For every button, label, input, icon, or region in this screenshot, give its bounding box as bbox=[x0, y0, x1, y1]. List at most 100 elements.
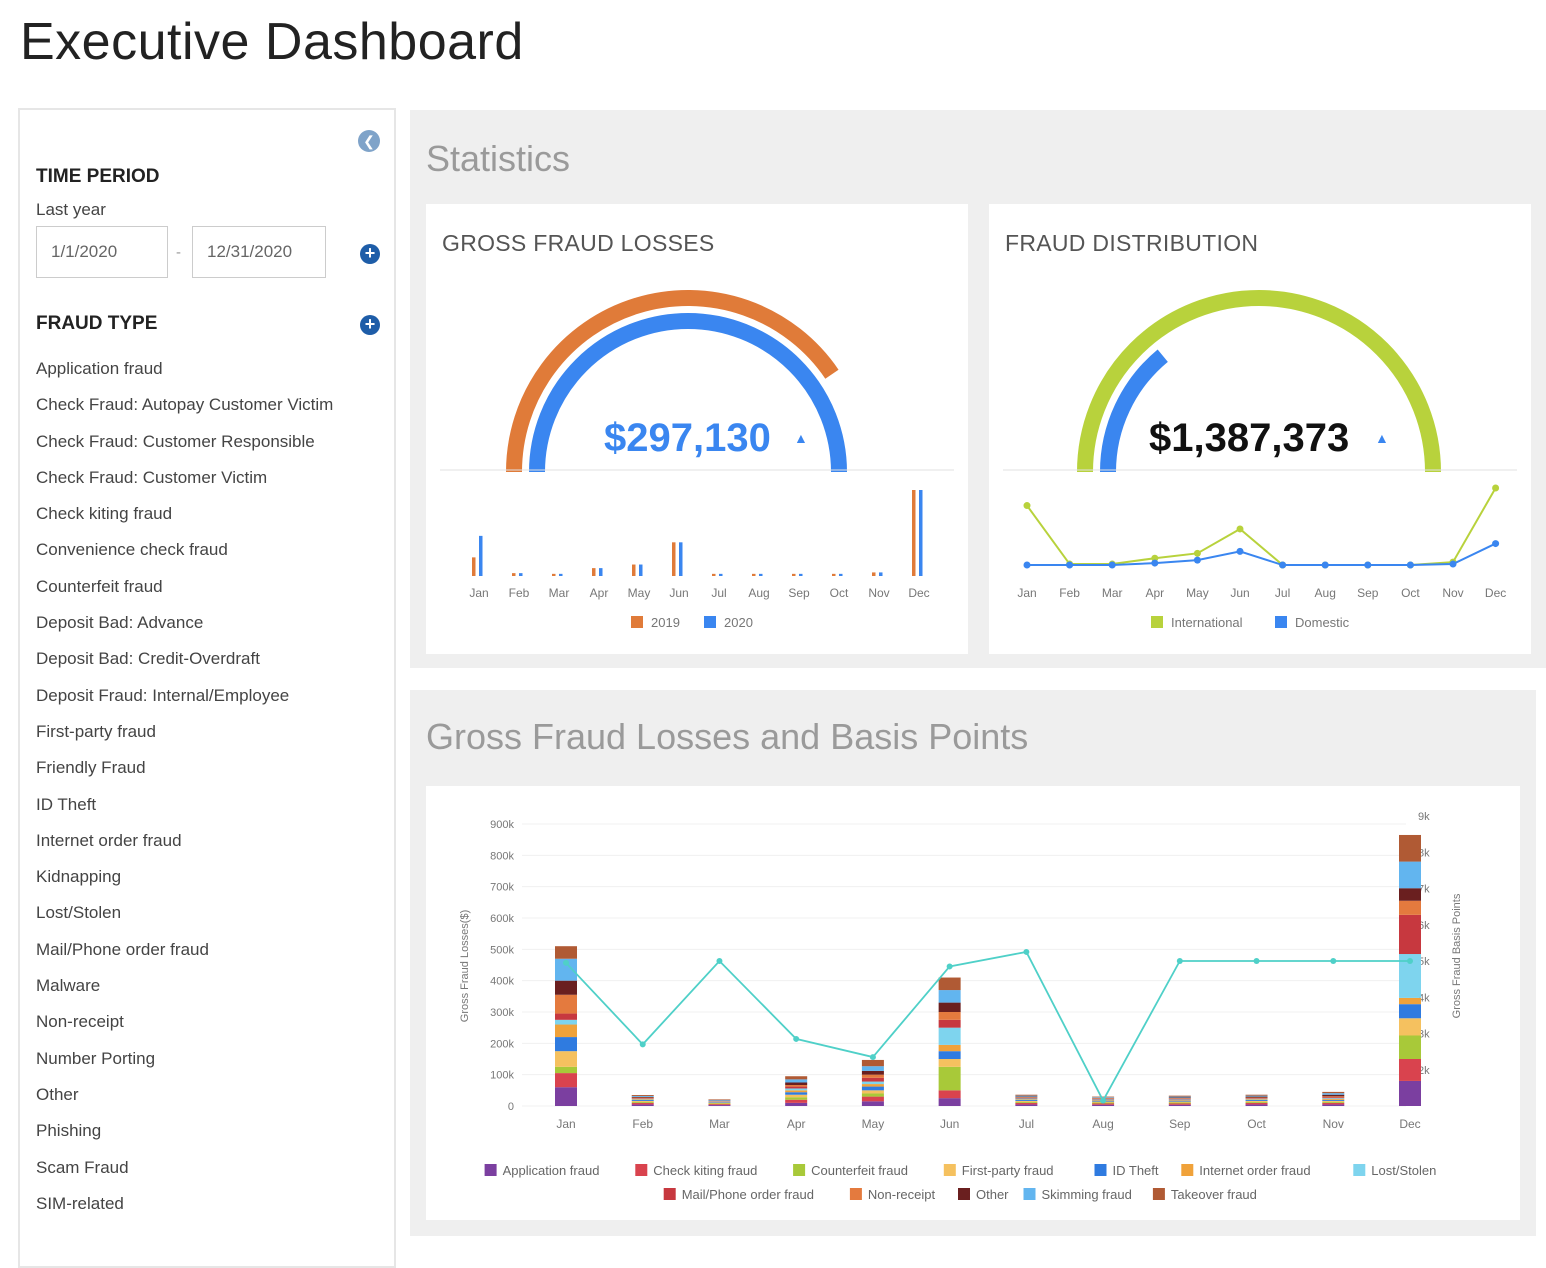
legend-swatch bbox=[1151, 616, 1163, 628]
stack-segment bbox=[1399, 1036, 1421, 1060]
legend-swatch bbox=[1095, 1164, 1107, 1176]
stack-segment bbox=[708, 1103, 730, 1104]
point-Domestic bbox=[1151, 560, 1158, 567]
fraud-type-item[interactable]: Check kiting fraud bbox=[36, 501, 366, 527]
stack-segment bbox=[1169, 1100, 1191, 1101]
legend-swatch bbox=[485, 1164, 497, 1176]
x-tick-label: Jul bbox=[711, 586, 726, 600]
x-tick-label: Mar bbox=[549, 586, 570, 600]
fraud-type-item[interactable]: Application fraud bbox=[36, 356, 366, 382]
bar-2020 bbox=[719, 574, 723, 576]
stack-segment bbox=[1322, 1102, 1344, 1103]
fraud-type-item[interactable]: Check Fraud: Autopay Customer Victim bbox=[36, 392, 366, 418]
legend-label: Application fraud bbox=[503, 1163, 600, 1178]
fraud-type-item[interactable]: First-party fraud bbox=[36, 719, 366, 745]
plus-circle-icon[interactable]: + bbox=[360, 244, 380, 264]
bar-2019 bbox=[712, 574, 716, 576]
y2-axis-label: Gross Fraud Basis Points bbox=[1451, 893, 1463, 1018]
stack-segment bbox=[862, 1087, 884, 1091]
fraud-type-item[interactable]: Other bbox=[36, 1082, 366, 1108]
stack-segment bbox=[862, 1078, 884, 1082]
fraud-type-item[interactable]: Deposit Fraud: Internal/Employee bbox=[36, 683, 366, 709]
fraud-type-item[interactable]: Phishing bbox=[36, 1118, 366, 1144]
stack-segment bbox=[939, 1045, 961, 1051]
x-tick-label: Sep bbox=[1169, 1117, 1191, 1131]
y-axis-label: Gross Fraud Losses($) bbox=[459, 910, 471, 1022]
fraud-type-item[interactable]: Deposit Bad: Advance bbox=[36, 610, 366, 636]
stack-segment bbox=[1246, 1100, 1268, 1101]
stack-segment bbox=[1092, 1097, 1114, 1098]
stack-segment bbox=[1015, 1101, 1037, 1102]
stack-segment bbox=[785, 1092, 807, 1095]
plus-circle-icon[interactable]: + bbox=[360, 315, 380, 335]
basis-points-line bbox=[566, 952, 1410, 1101]
fraud-type-item[interactable]: SIM-related bbox=[36, 1191, 366, 1217]
x-tick-label: Apr bbox=[787, 1117, 806, 1131]
legend-label: Skimming fraud bbox=[1042, 1187, 1132, 1202]
point-Domestic bbox=[1024, 562, 1031, 569]
fraud-type-item[interactable]: Non-receipt bbox=[36, 1009, 366, 1035]
basis-point-marker bbox=[716, 958, 722, 964]
bar-2020 bbox=[639, 565, 643, 576]
fraud-type-item[interactable]: Friendly Fraud bbox=[36, 755, 366, 781]
stack-segment bbox=[862, 1060, 884, 1066]
fraud-type-item[interactable]: Counterfeit fraud bbox=[36, 574, 366, 600]
bar-2019 bbox=[832, 574, 836, 576]
basis-points-title: Gross Fraud Losses and Basis Points bbox=[426, 716, 1028, 758]
fraud-type-item[interactable]: Kidnapping bbox=[36, 864, 366, 890]
x-tick-label: Dec bbox=[1485, 586, 1506, 600]
x-tick-label: Jun bbox=[669, 586, 688, 600]
stack-segment bbox=[1015, 1100, 1037, 1101]
fraud-type-item[interactable]: Lost/Stolen bbox=[36, 900, 366, 926]
fraud-type-item[interactable]: Check Fraud: Customer Responsible bbox=[36, 429, 366, 455]
point-Domestic bbox=[1364, 562, 1371, 569]
stack-segment bbox=[862, 1084, 884, 1087]
stack-segment bbox=[708, 1103, 730, 1104]
bar-2020 bbox=[919, 490, 923, 576]
point-International bbox=[1194, 550, 1201, 557]
fraud-type-item[interactable]: ID Theft bbox=[36, 792, 366, 818]
legend-label: Lost/Stolen bbox=[1371, 1163, 1436, 1178]
fraud-type-item[interactable]: Scam Fraud bbox=[36, 1155, 366, 1181]
y-tick-label: 700k bbox=[490, 882, 514, 894]
stack-segment bbox=[939, 1028, 961, 1045]
stack-segment bbox=[632, 1101, 654, 1102]
stack-segment bbox=[632, 1095, 654, 1096]
fraud-type-item[interactable]: Mail/Phone order fraud bbox=[36, 937, 366, 963]
end-date-input[interactable] bbox=[192, 226, 326, 278]
legend-label: International bbox=[1171, 615, 1243, 630]
y-tick-label: 100k bbox=[490, 1070, 514, 1082]
stack-segment bbox=[1399, 1018, 1421, 1035]
stack-segment bbox=[939, 1020, 961, 1028]
fraud-type-item[interactable]: Deposit Bad: Credit-Overdraft bbox=[36, 646, 366, 672]
stack-segment bbox=[632, 1103, 654, 1105]
stack-segment bbox=[862, 1071, 884, 1075]
legend-swatch bbox=[704, 616, 716, 628]
legend-label: Mail/Phone order fraud bbox=[682, 1187, 814, 1202]
start-date-input[interactable] bbox=[36, 226, 168, 278]
stack-segment bbox=[1322, 1098, 1344, 1099]
bar-2019 bbox=[872, 572, 876, 576]
stack-segment bbox=[862, 1082, 884, 1085]
point-Domestic bbox=[1450, 561, 1457, 568]
point-International bbox=[1492, 485, 1499, 492]
fraud-type-item[interactable]: Malware bbox=[36, 973, 366, 999]
chevron-left-icon[interactable]: ❮ bbox=[358, 130, 380, 152]
filter-sidebar: ❮ TIME PERIOD Last year - + FRAUD TYPE +… bbox=[18, 108, 396, 1268]
point-Domestic bbox=[1407, 562, 1414, 569]
x-tick-label: Dec bbox=[908, 586, 929, 600]
y-tick-label: 500k bbox=[490, 944, 514, 956]
x-tick-label: Sep bbox=[1357, 586, 1379, 600]
legend-swatch bbox=[664, 1188, 676, 1200]
time-period-title: TIME PERIOD bbox=[36, 166, 160, 188]
fraud-type-item[interactable]: Internet order fraud bbox=[36, 828, 366, 854]
fraud-type-item[interactable]: Convenience check fraud bbox=[36, 537, 366, 563]
fraud-type-item[interactable]: Check Fraud: Customer Victim bbox=[36, 465, 366, 491]
point-Domestic bbox=[1279, 562, 1286, 569]
stack-segment bbox=[1169, 1097, 1191, 1098]
fraud-type-item[interactable]: Number Porting bbox=[36, 1046, 366, 1072]
x-tick-label: Jul bbox=[1275, 586, 1290, 600]
stack-segment bbox=[785, 1090, 807, 1092]
